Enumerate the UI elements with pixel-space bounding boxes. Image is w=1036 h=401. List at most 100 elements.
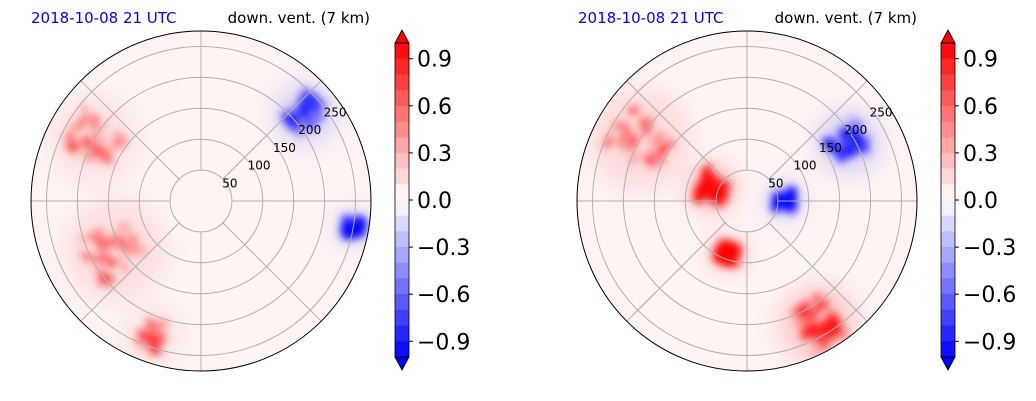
feature-speckle-warm <box>128 243 137 254</box>
feature-speckle-warm <box>645 115 653 125</box>
feature-speckle-warm <box>605 131 612 139</box>
feature-speckle-warm <box>100 247 108 258</box>
colorbar-tick-label: 0.6 <box>417 95 452 120</box>
colorbar-band <box>941 184 955 201</box>
feature-speckle-warm <box>830 337 836 342</box>
colorbar-band <box>941 215 955 232</box>
feature-speckle-warm <box>799 308 811 317</box>
feature-speckle-cool <box>851 131 860 142</box>
polar-frame-right <box>576 30 918 372</box>
feature-speckle-warm <box>125 248 133 258</box>
feature-speckle-warm <box>699 183 707 194</box>
feature-speckle-warm <box>838 331 850 340</box>
feature-speckle-warm <box>715 183 723 199</box>
feature-speckle-warm <box>140 328 148 333</box>
colorbar-tick-label: 0.0 <box>963 189 998 214</box>
feature-speckle-warm <box>628 152 638 165</box>
colorbar-band <box>395 200 409 217</box>
feature-speckle-warm <box>88 231 96 242</box>
feature-speckle-warm <box>96 239 103 247</box>
radial-tick-label: 150 <box>273 141 296 155</box>
feature-speckle-cool <box>843 128 853 137</box>
radial-tick-label: 50 <box>768 176 783 190</box>
feature-speckle-warm <box>128 233 136 244</box>
colorbar-tick-label: −0.3 <box>417 236 470 261</box>
colorbar-band <box>941 121 955 138</box>
feature-speckle-warm <box>97 145 104 156</box>
colorbar-extend-max <box>940 29 956 44</box>
feature-speckle-warm <box>649 138 656 147</box>
feature-speckle-warm <box>720 189 726 204</box>
feature-speckle-cool <box>308 99 319 110</box>
feature-speckle-warm <box>724 256 737 262</box>
feature-speckle-warm <box>81 142 88 153</box>
feature-speckle-warm <box>618 133 625 142</box>
feature-speckle-warm <box>657 156 665 165</box>
feature-speckle-cool <box>836 131 842 138</box>
feature-speckle-warm <box>719 240 730 248</box>
colorbar-tick-label: 0.0 <box>417 189 452 214</box>
colorbar-tick-label: −0.6 <box>963 283 1016 308</box>
feature-speckle-cool <box>309 109 316 117</box>
colorbar-extend-max <box>394 29 410 44</box>
feature-speckle-warm <box>105 240 113 248</box>
title-right-date: 2018-10-08 21 UTC <box>578 9 724 27</box>
colorbar-band <box>395 247 409 264</box>
feature-speckle-warm <box>136 249 144 258</box>
feature-speckle-warm <box>118 255 123 261</box>
feature-speckle-cool <box>830 137 843 152</box>
radial-tick-label: 150 <box>819 141 842 155</box>
feature-speckle-warm <box>816 335 829 344</box>
colorbar-tick-label: −0.3 <box>963 236 1016 261</box>
feature-speckle-warm <box>80 104 88 112</box>
feature-speckle-cool <box>841 133 849 144</box>
feature-speckle-warm <box>158 320 167 326</box>
colorbar-band <box>395 58 409 75</box>
colorbar-band <box>395 90 409 107</box>
feature-speckle-warm <box>115 244 124 253</box>
colorbar-band <box>941 231 955 248</box>
feature-speckle-warm <box>98 254 106 263</box>
colorbar-band <box>395 262 409 279</box>
feature-speckle-cool <box>297 130 303 137</box>
feature-speckle-warm <box>833 328 848 339</box>
feature-speckle-cool <box>865 142 872 154</box>
feature-speckle-warm <box>112 130 122 140</box>
feature-speckle-warm <box>710 191 718 201</box>
grid-spoke <box>80 222 180 322</box>
feature-speckle-warm <box>89 114 98 123</box>
feature-speckle-warm <box>101 121 109 130</box>
grid-spoke <box>222 222 322 322</box>
feature-speckle-cool <box>358 223 367 236</box>
feature-speckle-warm <box>68 139 77 150</box>
feature-speckle-warm <box>790 306 806 314</box>
feature-speckle-cool <box>291 108 302 119</box>
grid-spoke <box>626 80 726 180</box>
feature-speckle-warm <box>118 222 128 234</box>
colorbar-band <box>941 137 955 154</box>
feature-speckle-warm <box>658 131 666 140</box>
colorbar-band <box>941 341 955 358</box>
feature-speckle-warm <box>62 142 67 149</box>
feature-speckle-warm <box>80 250 90 262</box>
feature-speckle-warm <box>97 227 104 239</box>
title-right-field: down. vent. (7 km) <box>775 9 917 27</box>
feature-speckle-warm <box>643 150 648 157</box>
feature-speckle-warm <box>89 253 96 263</box>
colorbar-band <box>941 90 955 107</box>
feature-speckle-warm <box>76 136 83 145</box>
feature-speckle-warm <box>146 333 155 339</box>
radial-tick-label: 100 <box>248 159 271 173</box>
feature-speckle-warm <box>145 321 153 329</box>
feature-speckle-warm <box>99 152 106 163</box>
colorbar-band <box>941 105 955 122</box>
colorbar-band <box>941 294 955 311</box>
title-left-date: 2018-10-08 21 UTC <box>31 9 177 27</box>
polar-frame-left <box>30 30 372 372</box>
colorbar-band <box>395 168 409 185</box>
feature-speckle-cool <box>306 119 316 131</box>
feature-speckle-warm <box>92 122 101 131</box>
